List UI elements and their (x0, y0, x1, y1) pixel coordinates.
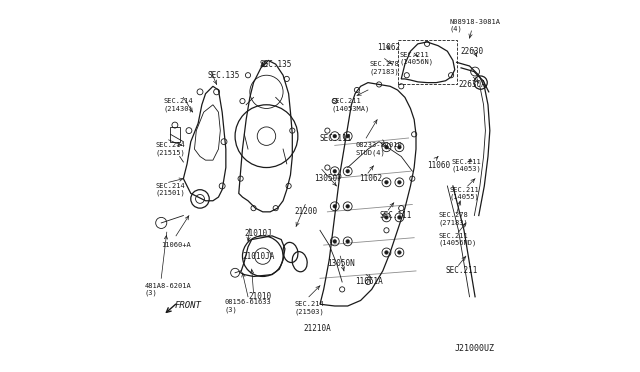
Text: SEC.111: SEC.111 (379, 211, 412, 220)
Text: 08156-61633
(3): 08156-61633 (3) (224, 299, 271, 313)
Text: 11062: 11062 (359, 174, 382, 183)
Text: 13050N: 13050N (328, 259, 355, 268)
Text: 21210A: 21210A (303, 324, 331, 333)
Circle shape (385, 180, 388, 184)
Text: 21010JA: 21010JA (243, 251, 275, 261)
Text: SEC.278
(27183): SEC.278 (27183) (438, 212, 468, 226)
Text: 11061A: 11061A (355, 278, 383, 286)
Circle shape (333, 134, 337, 138)
Text: 21010: 21010 (248, 292, 271, 301)
Text: 11062: 11062 (377, 43, 401, 52)
Text: SEC.211
(14053MA): SEC.211 (14053MA) (331, 98, 369, 112)
Text: SEC.278
(27183): SEC.278 (27183) (370, 61, 399, 75)
Text: 13050P: 13050P (314, 174, 342, 183)
Circle shape (346, 205, 349, 208)
Text: 22630: 22630 (460, 47, 483, 56)
Circle shape (385, 251, 388, 254)
Text: SEC.214
(21430): SEC.214 (21430) (163, 98, 193, 112)
Text: SEC.211
(14053): SEC.211 (14053) (451, 159, 481, 173)
Circle shape (397, 251, 401, 254)
Text: SEC.211
(14055): SEC.211 (14055) (449, 187, 479, 200)
Text: 22630A: 22630A (458, 80, 486, 89)
Circle shape (346, 134, 349, 138)
Text: 21010J: 21010J (244, 230, 272, 238)
Text: SEC.211
(14056ND): SEC.211 (14056ND) (438, 233, 476, 246)
Circle shape (397, 180, 401, 184)
Circle shape (385, 215, 388, 219)
Circle shape (346, 240, 349, 243)
Text: J21000UZ: J21000UZ (455, 344, 495, 353)
Text: 11060: 11060 (427, 161, 450, 170)
Text: FRONT: FRONT (174, 301, 201, 311)
Text: N08918-3081A
(4): N08918-3081A (4) (449, 19, 500, 32)
Circle shape (397, 145, 401, 149)
Text: SEC.214
(21501): SEC.214 (21501) (156, 183, 186, 196)
Text: SEC.214
(21515): SEC.214 (21515) (156, 142, 186, 156)
Text: SEC.211: SEC.211 (445, 266, 478, 275)
Text: SEC.135: SEC.135 (207, 71, 240, 80)
Text: SEC.135: SEC.135 (259, 60, 291, 69)
Text: 11060+A: 11060+A (161, 242, 191, 248)
Text: 481A8-6201A
(3): 481A8-6201A (3) (145, 283, 191, 296)
Circle shape (333, 205, 337, 208)
Text: 08233-82010
STUD(4): 08233-82010 STUD(4) (355, 142, 402, 156)
Circle shape (346, 169, 349, 173)
Text: SEC.111: SEC.111 (320, 134, 353, 142)
Text: 21200: 21200 (294, 207, 317, 217)
Text: SEC.214
(21503): SEC.214 (21503) (294, 301, 324, 315)
Circle shape (397, 215, 401, 219)
Text: SEC.211
(14056N): SEC.211 (14056N) (399, 52, 433, 65)
Bar (397, 40, 456, 84)
Circle shape (333, 169, 337, 173)
Circle shape (333, 240, 337, 243)
Circle shape (385, 145, 388, 149)
